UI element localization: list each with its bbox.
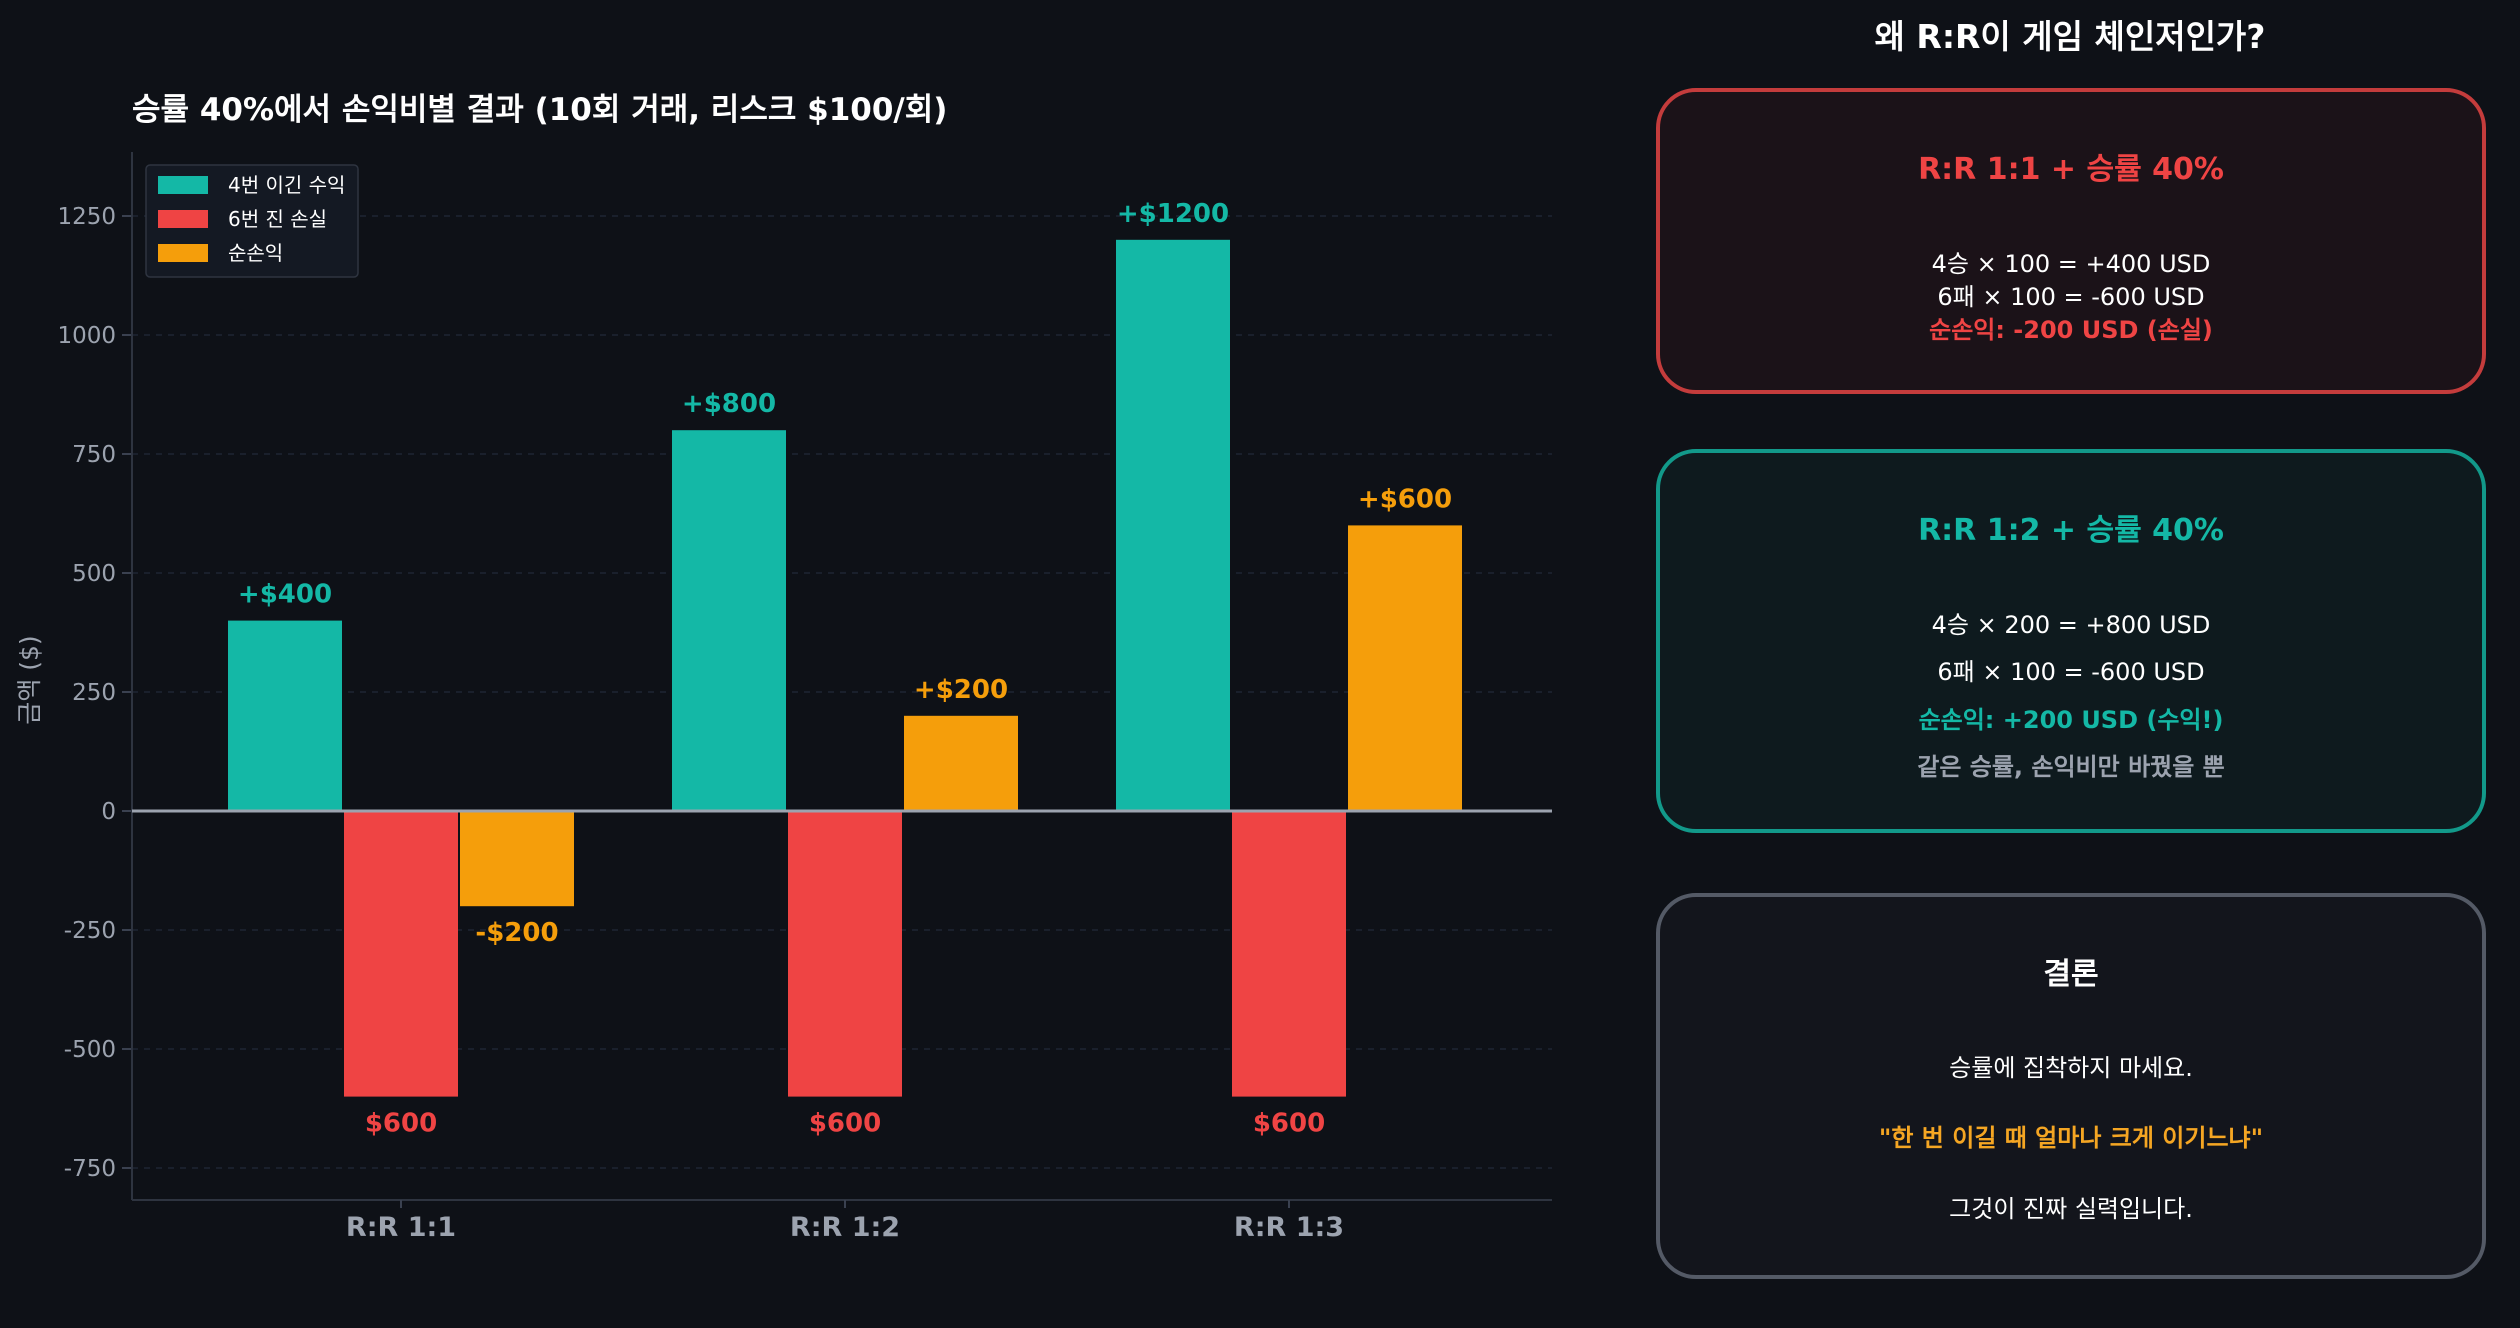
legend-label: 순손익 bbox=[228, 241, 283, 265]
card-rr-1-1-title: R:R 1:1 + 승률 40% bbox=[1918, 152, 2224, 187]
bar-wins bbox=[672, 430, 786, 811]
card-conclusion-line1: 승률에 집착하지 마세요. bbox=[1949, 1054, 2193, 1082]
xtick-label: R:R 1:1 bbox=[346, 1212, 456, 1243]
bar-wins bbox=[228, 620, 342, 811]
card-rr-1-2-line-note: 같은 승률, 손익비만 바꿨을 뿐 bbox=[1917, 753, 2225, 781]
card-rr-1-1: R:R 1:1 + 승률 40% 4승 × 100 = +400 USD 6패 … bbox=[1656, 88, 2486, 394]
xtick-label: R:R 1:2 bbox=[790, 1212, 900, 1243]
bar-value-label: -$200 bbox=[475, 918, 558, 948]
legend-swatch bbox=[158, 210, 208, 228]
card-rr-1-2-line-wins: 4승 × 200 = +800 USD bbox=[1931, 611, 2211, 639]
legend-swatch bbox=[158, 176, 208, 194]
bar-losses bbox=[344, 811, 458, 1097]
legend-swatch bbox=[158, 244, 208, 262]
ytick-label: 0 bbox=[101, 799, 116, 825]
card-rr-1-1-line-losses: 6패 × 100 = -600 USD bbox=[1937, 283, 2205, 311]
ytick-label: -500 bbox=[64, 1037, 116, 1063]
bar-value-label: +$600 bbox=[1358, 484, 1452, 514]
bar-value-label: $600 bbox=[365, 1109, 437, 1139]
bar-value-label: +$800 bbox=[682, 389, 776, 419]
card-rr-1-2-title: R:R 1:2 + 승률 40% bbox=[1918, 513, 2224, 548]
card-rr-1-1-line-net: 순손익: -200 USD (손실) bbox=[1929, 316, 2213, 344]
ytick-label: 250 bbox=[72, 680, 116, 706]
bar-value-label: $600 bbox=[809, 1109, 881, 1139]
bar-losses bbox=[1232, 811, 1346, 1097]
card-rr-1-2: R:R 1:2 + 승률 40% 4승 × 200 = +800 USD 6패 … bbox=[1656, 449, 2486, 833]
card-rr-1-2-line-losses: 6패 × 100 = -600 USD bbox=[1937, 658, 2205, 686]
ytick-label: 1000 bbox=[57, 323, 116, 349]
bar-wins bbox=[1116, 239, 1230, 812]
ytick-label: 500 bbox=[72, 561, 116, 587]
bar-value-label: $600 bbox=[1253, 1109, 1325, 1139]
bar-value-label: +$1200 bbox=[1117, 199, 1229, 229]
card-conclusion-line3: 그것이 진짜 실력입니다. bbox=[1949, 1195, 2193, 1223]
bar-chart: 1250 1000 750 500 250 0 -250 -500 -750 승률 40%에서 손… bbox=[15, 92, 1552, 1243]
bar-losses bbox=[788, 811, 902, 1097]
card-conclusion-title: 결론 bbox=[2043, 957, 2099, 992]
chart-title: 승률 40%에서 손익비별 결과 (10회 거래, 리스크 $100/회) bbox=[132, 92, 947, 128]
card-rr-1-2-line-net: 순손익: +200 USD (수익!) bbox=[1918, 706, 2224, 734]
y-axis-label: 금액 ($) bbox=[15, 635, 44, 724]
ytick-label: -250 bbox=[64, 918, 116, 944]
panel-title: 왜 R:R이 게임 체인저인가? bbox=[1874, 17, 2266, 56]
ytick-label: 750 bbox=[72, 442, 116, 468]
legend-label: 4번 이긴 수익 bbox=[228, 173, 345, 197]
legend-label: 6번 진 손실 bbox=[228, 207, 327, 231]
card-conclusion: 결론 승률에 집착하지 마세요. "한 번 이길 때 얼마나 크게 이기느냐" … bbox=[1656, 893, 2486, 1279]
bar-net bbox=[904, 715, 1018, 811]
bar-value-label: +$400 bbox=[238, 580, 332, 610]
card-conclusion-quote: "한 번 이길 때 얼마나 크게 이기느냐" bbox=[1878, 1124, 2264, 1152]
bar-net bbox=[1348, 525, 1462, 811]
ytick-label: 1250 bbox=[57, 204, 116, 230]
card-rr-1-1-line-wins: 4승 × 100 = +400 USD bbox=[1931, 250, 2211, 278]
bar-net bbox=[460, 811, 574, 907]
xtick-label: R:R 1:3 bbox=[1234, 1212, 1344, 1243]
bar-value-label: +$200 bbox=[914, 675, 1008, 705]
ytick-label: -750 bbox=[64, 1156, 116, 1182]
